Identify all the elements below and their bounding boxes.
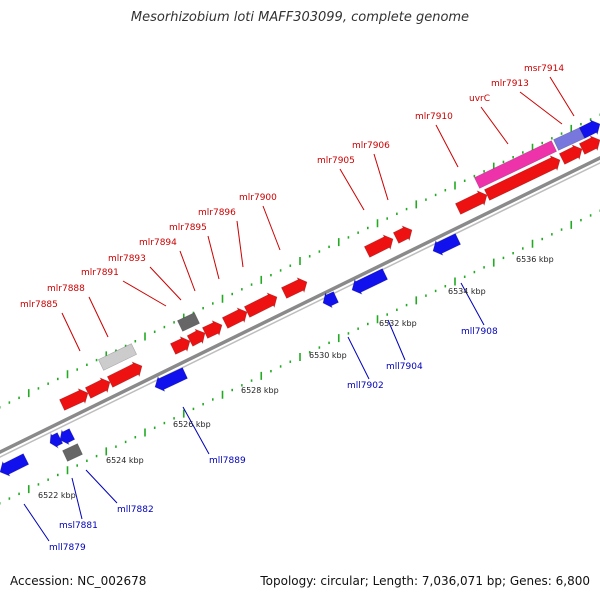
tick-label: 6530 kbp xyxy=(309,351,347,360)
gene-label[interactable]: mlr7894 xyxy=(139,238,177,248)
backbone-line-upper xyxy=(0,155,600,455)
label-leader-line xyxy=(549,76,575,117)
gene-label[interactable]: mlr7900 xyxy=(239,193,277,203)
gene-label[interactable]: mlr7896 xyxy=(198,208,236,218)
gene-feature-forward[interactable] xyxy=(243,292,278,318)
gene-feature-forward[interactable] xyxy=(59,388,89,411)
label-leader-line xyxy=(460,282,485,326)
gene-label[interactable]: mll7879 xyxy=(49,543,86,553)
label-leader-line xyxy=(179,250,196,292)
label-leader-line xyxy=(85,469,118,504)
label-leader-line xyxy=(387,319,406,361)
gene-label[interactable]: mlr7885 xyxy=(20,300,58,310)
gene-label[interactable]: mlr7893 xyxy=(108,254,146,264)
label-leader-line xyxy=(519,91,563,125)
gene-feature-forward[interactable] xyxy=(84,377,111,399)
label-leader-line xyxy=(149,266,182,301)
gene-label[interactable]: mll7904 xyxy=(386,362,423,372)
label-leader-line xyxy=(236,220,244,268)
gene-feature-forward[interactable] xyxy=(97,343,138,371)
gene-label[interactable]: mlr7913 xyxy=(491,79,529,89)
gene-feature-forward[interactable] xyxy=(558,144,583,165)
gene-feature-forward[interactable] xyxy=(454,190,488,215)
gene-label[interactable]: mlr7906 xyxy=(352,141,390,151)
tick-label: 6534 kbp xyxy=(448,287,486,296)
map-title: Mesorhizobium loti MAFF303099, complete … xyxy=(130,10,470,25)
gene-feature-forward[interactable] xyxy=(578,135,600,155)
label-leader-line xyxy=(480,106,509,145)
gene-feature-reverse[interactable] xyxy=(49,432,64,449)
gene-feature-forward[interactable] xyxy=(553,127,585,151)
gene-features xyxy=(0,119,600,477)
gene-feature-reverse[interactable] xyxy=(0,453,30,477)
gene-feature-forward[interactable] xyxy=(483,155,561,201)
label-leader-line xyxy=(122,280,167,307)
label-leader-line xyxy=(339,168,365,211)
gene-label[interactable]: mll7889 xyxy=(209,456,246,466)
gene-labels: mlr7885 mlr7888 mlr7891 mlr7893 mlr7894 mlr78… xyxy=(20,64,564,553)
label-leader-line xyxy=(23,503,50,542)
gene-feature-forward[interactable] xyxy=(392,225,413,244)
genome-summary-text: Topology: circular; Length: 7,036,071 bp… xyxy=(260,574,590,588)
tick-labels: 6522 kbp 6524 kbp 6526 kbp 6528 kbp 6530 kbp… xyxy=(38,255,554,500)
gene-feature-forward[interactable] xyxy=(106,361,143,388)
gene-feature-reverse[interactable] xyxy=(154,367,188,392)
gene-label[interactable]: mlr7905 xyxy=(317,156,355,166)
backbone-line-lower xyxy=(0,162,600,458)
gene-label[interactable]: mlr7895 xyxy=(169,223,207,233)
label-leader-line xyxy=(207,235,220,280)
gene-label[interactable]: mll7882 xyxy=(117,505,154,515)
accession-text: Accession: NC_002678 xyxy=(10,574,147,588)
label-leader-line xyxy=(262,205,281,251)
tick-label: 6536 kbp xyxy=(516,255,554,264)
gene-label[interactable]: msl7881 xyxy=(59,521,98,531)
gene-feature-forward[interactable] xyxy=(280,277,308,299)
gene-label[interactable]: mlr7891 xyxy=(81,268,119,278)
gene-label[interactable]: mll7902 xyxy=(347,381,384,391)
genome-backbone xyxy=(0,155,600,458)
gene-label[interactable]: msr7914 xyxy=(524,64,564,74)
tick-label: 6528 kbp xyxy=(241,386,279,395)
gene-label[interactable]: mlr7910 xyxy=(415,112,453,122)
gene-feature-reverse[interactable] xyxy=(432,233,462,256)
tick-label: 6526 kbp xyxy=(173,420,211,429)
label-leader-line xyxy=(71,477,83,520)
gene-feature-forward[interactable] xyxy=(186,328,206,347)
tick-label: 6522 kbp xyxy=(38,491,76,500)
gene-label[interactable]: uvrC xyxy=(469,94,490,104)
tick-label: 6532 kbp xyxy=(379,319,417,328)
label-leader-line xyxy=(182,406,210,455)
gene-label[interactable]: mll7908 xyxy=(461,327,498,337)
gene-feature-reverse[interactable] xyxy=(62,443,83,462)
tick-label: 6524 kbp xyxy=(106,456,144,465)
gene-feature-forward[interactable] xyxy=(201,320,223,339)
gene-feature-reverse[interactable] xyxy=(351,268,389,295)
gene-feature-forward[interactable] xyxy=(473,140,558,189)
gene-label[interactable]: mlr7888 xyxy=(47,284,85,294)
gene-feature-forward[interactable] xyxy=(169,336,191,355)
label-leaders xyxy=(23,76,575,542)
label-leader-line xyxy=(435,124,459,168)
gene-feature-forward[interactable] xyxy=(221,307,248,329)
gene-feature-forward[interactable] xyxy=(176,312,201,332)
gene-feature-forward[interactable] xyxy=(578,119,600,139)
gene-feature-reverse[interactable] xyxy=(322,291,339,309)
gene-feature-reverse[interactable] xyxy=(59,428,76,446)
label-leader-line xyxy=(88,296,109,338)
label-leader-line xyxy=(61,312,81,352)
label-leader-line xyxy=(347,336,370,380)
label-leader-line xyxy=(373,153,389,201)
gene-feature-forward[interactable] xyxy=(363,234,394,258)
